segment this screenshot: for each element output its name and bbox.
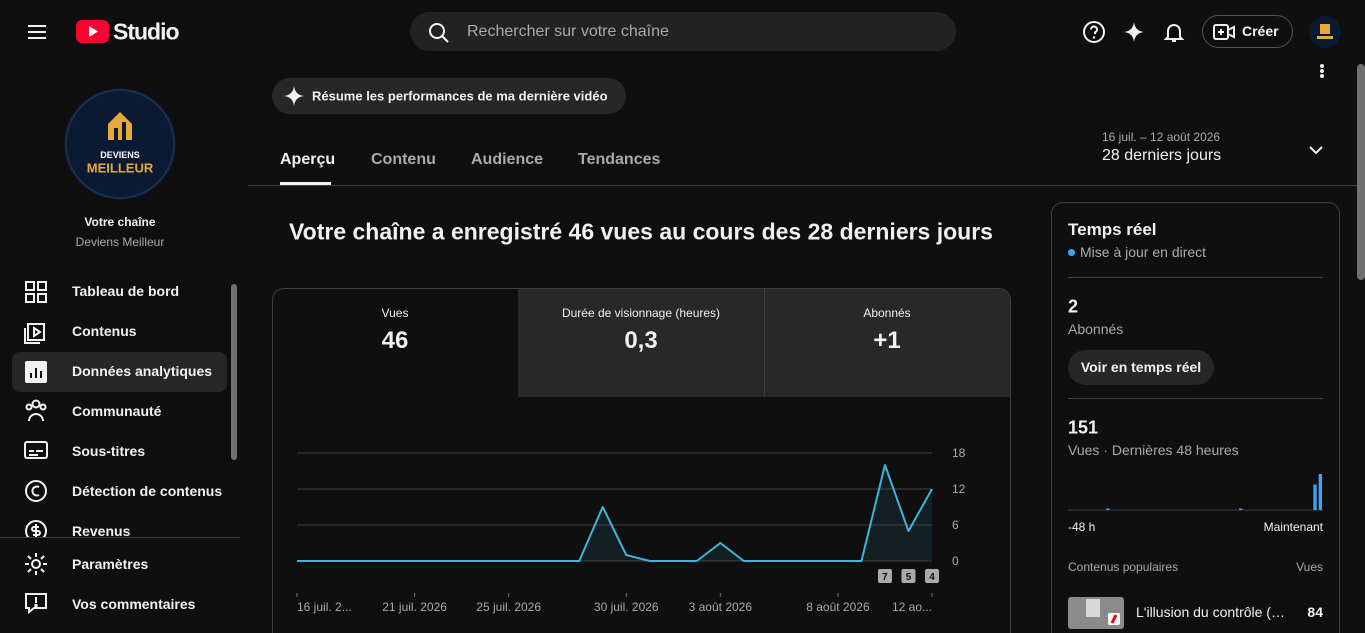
tab[interactable]: Tendances [578, 151, 661, 168]
metric-divider [764, 289, 765, 397]
annotation-badge [901, 569, 916, 583]
page-scrollbar[interactable] [1357, 64, 1365, 280]
annotation-badge [877, 569, 892, 583]
realtime-bar [1318, 474, 1322, 510]
x-tick-label: 3 août 2026 [689, 600, 753, 614]
nav-item[interactable]: Détection de contenus [72, 483, 223, 499]
subscriber-count: 2 [1068, 296, 1079, 317]
nav-item[interactable]: Contenus [72, 323, 137, 339]
date-range-dates[interactable]: 16 juil. – 12 août 2026 [1102, 130, 1221, 144]
metric-value[interactable]: 0,3 [624, 327, 658, 354]
metric-label[interactable]: Abonnés [863, 306, 911, 320]
nav-icons [24, 281, 48, 542]
subscriber-label: Abonnés [1068, 321, 1124, 337]
tabs-divider [248, 185, 1357, 186]
x-tick-label: 25 juil. 2026 [476, 600, 541, 614]
realtime-end-label: Maintenant [1263, 520, 1323, 534]
annotation-label: 7 [882, 572, 888, 583]
youtube-logo[interactable] [76, 20, 110, 44]
bottom-icons [25, 553, 47, 615]
realtime-bar [1106, 508, 1110, 510]
channel-avatar[interactable] [64, 88, 176, 200]
help-icon[interactable] [1082, 20, 1106, 44]
create-label[interactable]: Créer [1242, 23, 1279, 39]
y-tick-label: 0 [952, 554, 959, 568]
search-box[interactable] [410, 12, 956, 51]
annotation-label: 5 [906, 572, 912, 583]
notifications-icon[interactable] [1162, 20, 1186, 44]
realtime-button-label[interactable]: Voir en temps réel [1080, 359, 1202, 375]
sidebar-scrollbar[interactable] [231, 284, 237, 460]
area [297, 465, 932, 561]
logo-text[interactable]: Studio [113, 18, 180, 45]
search-placeholder[interactable]: Rechercher sur votre chaîne [467, 23, 669, 40]
y-tick-label: 12 [952, 482, 966, 496]
realtime-bar [1313, 484, 1317, 510]
top-video-title[interactable]: L'illusion du contrôle (… [1136, 604, 1285, 620]
divider [1068, 277, 1323, 278]
x-tick-label: 8 août 2026 [806, 600, 870, 614]
date-range-chevron[interactable] [1306, 140, 1326, 160]
views-label: Vues · Dernières 48 heures [1068, 442, 1239, 458]
summary-button[interactable] [272, 78, 626, 114]
logo-line-2: MEILLEUR [86, 160, 154, 176]
realtime-bar [1239, 508, 1243, 510]
popular-label: Contenus populaires [1068, 560, 1179, 574]
nav-item[interactable]: Revenus [72, 523, 131, 539]
nav-item[interactable]: Sous-titres [72, 443, 146, 459]
realtime-title: Temps réel [1068, 220, 1157, 239]
divider [1068, 398, 1323, 399]
line [297, 464, 933, 562]
more-icon[interactable] [1316, 62, 1328, 80]
popular-views-label: Vues [1296, 560, 1323, 574]
x-tick-label: 12 ao... [892, 600, 932, 614]
x-tick-label: 16 juil. 2... [297, 600, 352, 614]
tab[interactable]: Audience [471, 151, 544, 168]
search-icon [429, 23, 449, 43]
top-video-views: 84 [1307, 604, 1323, 620]
metric-value[interactable]: +1 [873, 327, 901, 354]
summary-icon [284, 86, 304, 106]
realtime-start-label: -48 h [1068, 520, 1096, 534]
summary-label[interactable]: Résume les performances de ma dernière v… [312, 88, 608, 104]
realtime-button[interactable] [1068, 350, 1214, 385]
realtime-card [1051, 202, 1340, 633]
logo-line-1: DEVIENS [100, 150, 140, 160]
account-avatar[interactable] [1309, 16, 1341, 48]
annotation-label: 4 [929, 572, 935, 583]
menu-icon[interactable] [26, 22, 50, 42]
annotation-badge [925, 569, 939, 583]
nav-feedback[interactable]: Vos commentaires [72, 596, 196, 612]
headline: Votre chaîne a enregistré 46 vues au cou… [289, 218, 993, 245]
chart-card [272, 288, 1011, 633]
tab-active[interactable]: Aperçu [280, 151, 336, 168]
nav-active-bg [12, 352, 227, 392]
live-dot [1068, 249, 1075, 256]
metric-label[interactable]: Vues [381, 306, 409, 320]
sidebar-bottom [0, 537, 240, 633]
x-tick-label: 21 juil. 2026 [382, 600, 447, 614]
channel-name[interactable]: Deviens Meilleur [75, 235, 165, 249]
nav-item-active[interactable]: Données analytiques [72, 363, 213, 379]
y-tick-label: 18 [952, 446, 966, 460]
nav-settings[interactable]: Paramètres [72, 556, 149, 572]
channel-label: Votre chaîne [84, 215, 156, 229]
date-range-label[interactable]: 28 derniers jours [1102, 147, 1222, 164]
metric-value[interactable]: 46 [381, 327, 409, 354]
video-thumbnail[interactable] [1068, 597, 1124, 629]
views-count: 151 [1068, 417, 1099, 438]
nav-item[interactable]: Communauté [72, 403, 162, 419]
y-tick-label: 6 [952, 518, 959, 532]
tab-underline [280, 182, 331, 185]
create-button[interactable] [1202, 15, 1293, 48]
sparkle-icon[interactable] [1122, 20, 1146, 44]
nav-item[interactable]: Tableau de bord [72, 283, 180, 299]
metric-label[interactable]: Durée de visionnage (heures) [561, 306, 721, 320]
realtime-live: Mise à jour en direct [1080, 244, 1207, 260]
create-icon [1213, 24, 1235, 40]
tab[interactable]: Contenu [371, 151, 436, 168]
x-tick-label: 30 juil. 2026 [594, 600, 659, 614]
